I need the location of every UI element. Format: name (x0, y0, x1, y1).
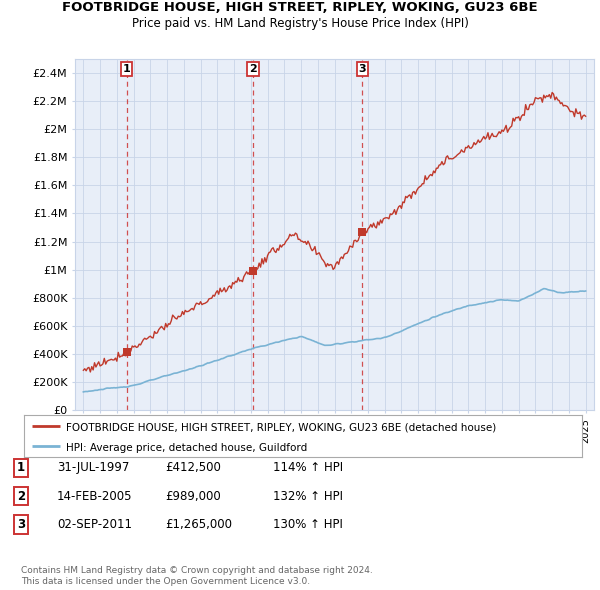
Text: 02-SEP-2011: 02-SEP-2011 (57, 518, 132, 531)
Text: 2: 2 (249, 64, 257, 74)
Text: 2: 2 (17, 490, 25, 503)
Text: 3: 3 (359, 64, 366, 74)
Text: Price paid vs. HM Land Registry's House Price Index (HPI): Price paid vs. HM Land Registry's House … (131, 17, 469, 30)
Text: FOOTBRIDGE HOUSE, HIGH STREET, RIPLEY, WOKING, GU23 6BE (detached house): FOOTBRIDGE HOUSE, HIGH STREET, RIPLEY, W… (66, 422, 496, 432)
Text: £412,500: £412,500 (165, 461, 221, 474)
Text: 3: 3 (17, 518, 25, 531)
Text: £1,265,000: £1,265,000 (165, 518, 232, 531)
Text: FOOTBRIDGE HOUSE, HIGH STREET, RIPLEY, WOKING, GU23 6BE: FOOTBRIDGE HOUSE, HIGH STREET, RIPLEY, W… (62, 1, 538, 14)
Text: Contains HM Land Registry data © Crown copyright and database right 2024.: Contains HM Land Registry data © Crown c… (21, 566, 373, 575)
Text: 130% ↑ HPI: 130% ↑ HPI (273, 518, 343, 531)
Text: 1: 1 (17, 461, 25, 474)
Text: 1: 1 (122, 64, 130, 74)
Text: 31-JUL-1997: 31-JUL-1997 (57, 461, 130, 474)
Text: 132% ↑ HPI: 132% ↑ HPI (273, 490, 343, 503)
Text: This data is licensed under the Open Government Licence v3.0.: This data is licensed under the Open Gov… (21, 577, 310, 586)
Text: £989,000: £989,000 (165, 490, 221, 503)
Text: 14-FEB-2005: 14-FEB-2005 (57, 490, 133, 503)
Text: HPI: Average price, detached house, Guildford: HPI: Average price, detached house, Guil… (66, 443, 307, 453)
Text: 114% ↑ HPI: 114% ↑ HPI (273, 461, 343, 474)
